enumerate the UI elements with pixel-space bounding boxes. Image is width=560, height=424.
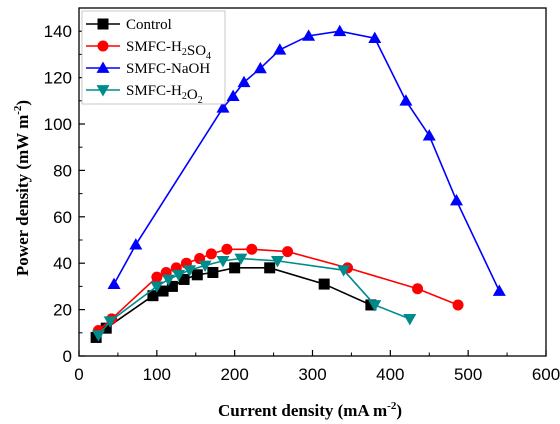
data-point [368, 300, 382, 312]
y-tick-label: 140 [44, 22, 72, 41]
series-control [90, 262, 377, 343]
legend-marker [96, 61, 110, 73]
legend-item: Control [86, 17, 172, 33]
legend-marker [96, 85, 110, 97]
plot-area [90, 24, 506, 343]
data-point [166, 280, 178, 292]
data-point [178, 273, 190, 285]
data-point [226, 89, 240, 102]
data-point [337, 265, 351, 277]
data-point [172, 269, 186, 282]
legend-item: SMFC-H2O2 [86, 83, 203, 106]
y-tick-label: 120 [44, 69, 72, 88]
series-smfc-h2o2 [91, 253, 417, 342]
y-tick-label: 80 [53, 161, 72, 180]
data-point [246, 243, 258, 255]
data-point [107, 277, 121, 289]
data-point [422, 129, 436, 141]
axes: 0 100 200 300 400 500 600 0 20 40 60 80 100 120 140 [44, 7, 560, 384]
data-point [399, 94, 413, 106]
data-point [318, 278, 330, 290]
y-axis-title: Power density (mW m-2) [12, 100, 32, 276]
data-point [273, 43, 287, 55]
x-tick-label: 400 [376, 365, 404, 384]
legend-item: SMFC-H2SO4 [86, 39, 211, 62]
data-point [151, 271, 163, 283]
legend-item: SMFC-NaOH [86, 61, 210, 77]
y-tick-label: 100 [44, 115, 72, 134]
data-point [191, 269, 203, 281]
data-point [216, 256, 230, 268]
data-point [147, 290, 159, 302]
data-point [198, 260, 212, 273]
data-point [282, 246, 294, 258]
x-tick-label: 100 [143, 365, 171, 384]
y-tick-label: 40 [53, 254, 72, 273]
data-point [183, 265, 197, 277]
data-point [150, 281, 164, 293]
data-point [216, 101, 230, 113]
x-tick-label: 0 [74, 365, 83, 384]
data-point [207, 266, 219, 278]
data-point [368, 31, 382, 44]
data-point [162, 274, 176, 286]
x-tick-label: 200 [220, 365, 248, 384]
data-point [91, 330, 105, 342]
data-point [365, 299, 377, 311]
y-tick-label: 60 [53, 208, 72, 227]
legend-label: SMFC-H2O2 [126, 83, 203, 106]
data-point [492, 284, 506, 296]
data-point [270, 256, 284, 268]
data-point [333, 24, 347, 37]
data-point [234, 253, 248, 266]
data-point [129, 238, 143, 250]
x-axis-title: Current density (mA m-2) [218, 400, 402, 420]
data-point [103, 316, 117, 328]
series-smfc-naoh [107, 24, 506, 296]
y-tick-label: 20 [53, 301, 72, 320]
data-point [237, 75, 251, 88]
y-tick-label: 0 [63, 347, 72, 366]
x-tick-label: 600 [532, 365, 560, 384]
data-point [452, 299, 464, 311]
legend-label: SMFC-H2SO4 [126, 39, 211, 62]
x-tick-label: 500 [454, 365, 482, 384]
legend-label: SMFC-NaOH [126, 61, 210, 77]
data-point [157, 285, 169, 297]
data-point [100, 322, 112, 334]
data-point [264, 262, 276, 274]
legend-marker [97, 18, 109, 30]
data-point [302, 29, 316, 41]
series-line [97, 257, 411, 336]
legend-label: Control [126, 17, 172, 33]
data-point [229, 262, 241, 274]
data-point [205, 248, 217, 260]
x-tick-label: 300 [298, 365, 326, 384]
data-point [221, 243, 233, 255]
series-line [95, 267, 372, 339]
data-point [253, 61, 267, 74]
legend-marker [97, 40, 109, 52]
data-point [449, 194, 463, 206]
data-point [412, 283, 424, 295]
data-point [403, 314, 417, 326]
